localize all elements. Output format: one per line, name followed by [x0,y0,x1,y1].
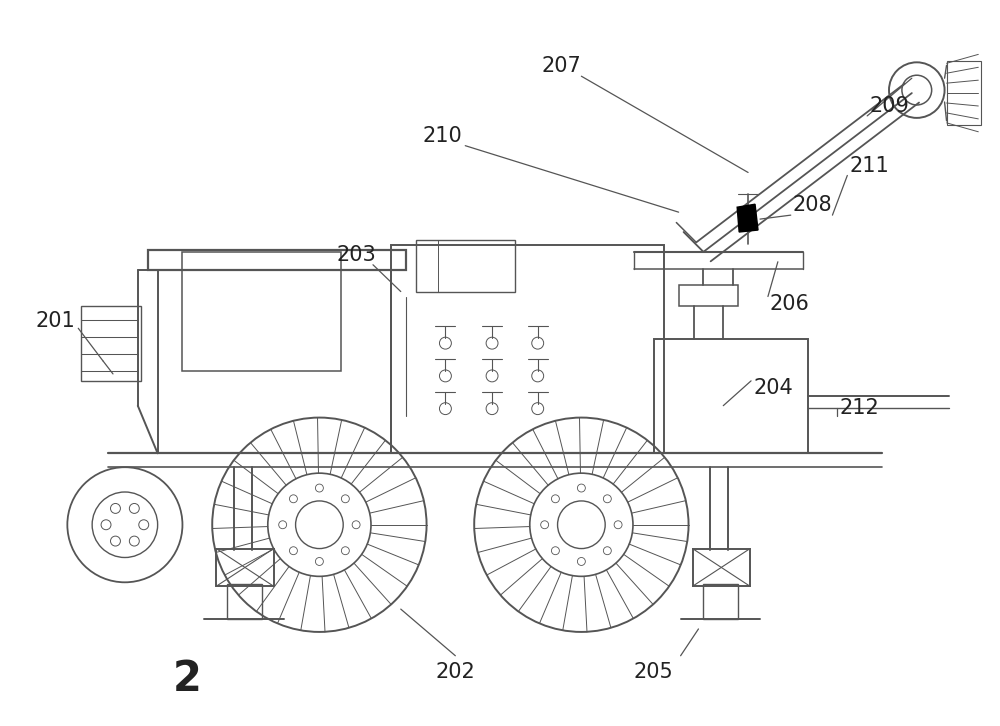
Bar [216,549,274,587]
Text: 203: 203 [336,245,376,265]
Text: 205: 205 [634,661,674,682]
Text: 206: 206 [770,295,810,314]
Text: 208: 208 [793,195,832,215]
Bar [703,584,738,619]
Bar [182,252,341,371]
Text: 211: 211 [849,155,889,176]
Bar [947,61,981,125]
Text: 204: 204 [753,378,793,398]
Polygon shape [737,204,758,232]
Text: 201: 201 [36,311,75,331]
Text: 202: 202 [435,661,475,682]
Bar [693,549,750,587]
Bar [148,250,406,270]
Text: 2: 2 [173,658,202,700]
Text: 207: 207 [542,57,581,76]
Text: 209: 209 [869,96,909,116]
Text: 212: 212 [839,398,879,417]
Bar [416,240,515,292]
Bar [81,306,141,381]
Bar [227,584,262,619]
Bar [679,285,738,306]
Bar [654,339,808,453]
Bar [391,245,664,453]
Bar [158,270,391,453]
Text: 210: 210 [423,126,462,146]
